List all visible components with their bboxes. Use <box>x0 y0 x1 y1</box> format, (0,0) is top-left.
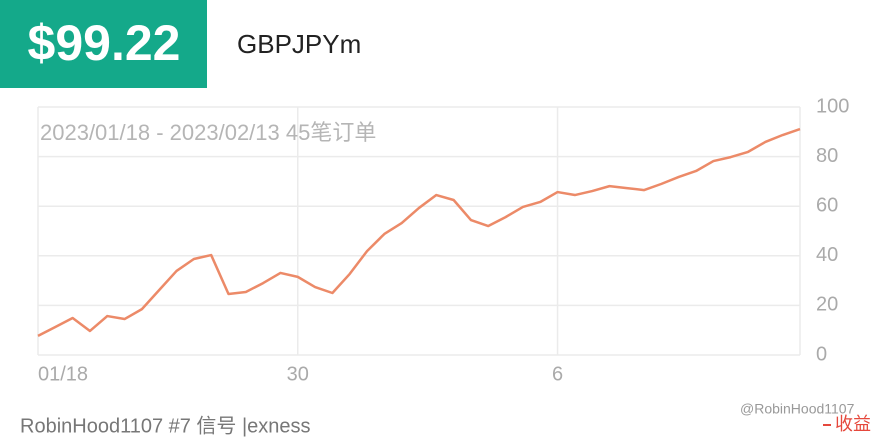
y-tick-label: 20 <box>816 294 838 316</box>
x-tick-label: 30 <box>287 363 309 385</box>
watermark: @RobinHood1107 <box>740 401 855 417</box>
y-tick-label: 80 <box>816 145 838 167</box>
y-tick-label: 0 <box>816 343 827 365</box>
y-tick-label: 60 <box>816 194 838 216</box>
chart-subtitle: 2023/01/18 - 2023/02/13 45笔订单 <box>40 120 376 145</box>
price-badge <box>0 0 207 88</box>
legend-label: 收益 <box>835 414 871 434</box>
x-tick-label: 6 <box>552 363 563 385</box>
line-series <box>37 127 801 338</box>
y-tick-label: 100 <box>816 95 849 117</box>
y-tick-label: 40 <box>816 244 838 266</box>
signal-label: RobinHood1107 #7 信号 |exness <box>20 414 311 437</box>
symbol: GBPJPYm <box>237 29 361 59</box>
x-tick-label: 01/18 <box>38 363 88 385</box>
price: $99.22 <box>28 15 181 71</box>
